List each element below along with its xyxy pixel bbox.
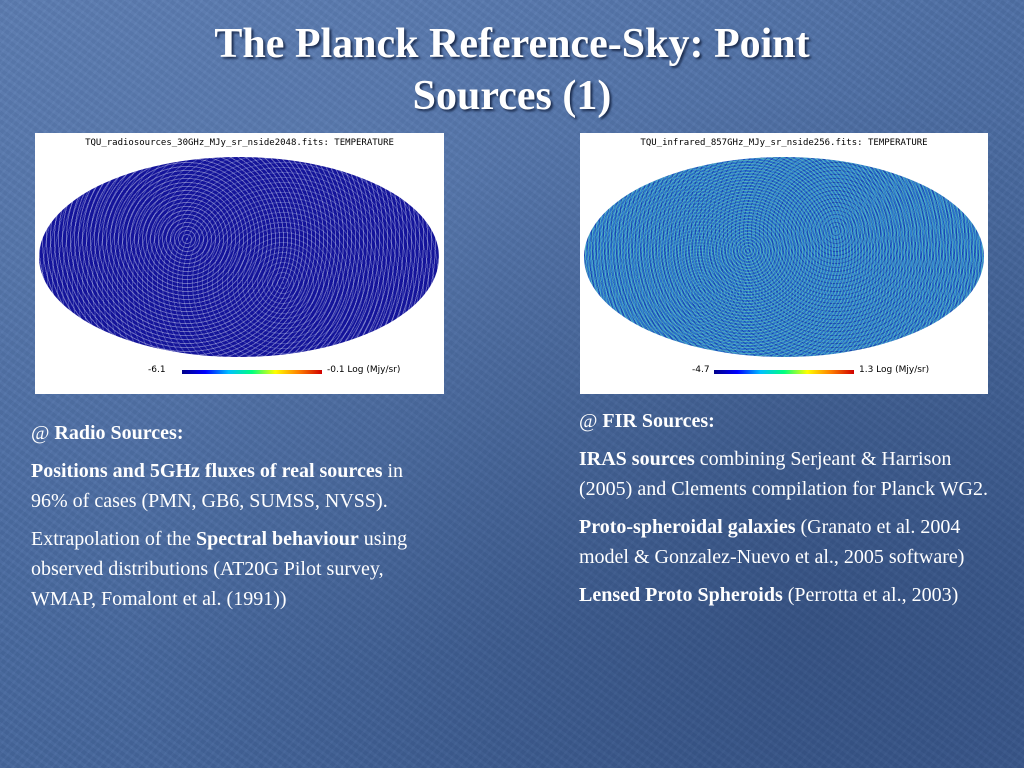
fir-p1-bold: IRAS sources [579, 448, 695, 470]
infrared-colorbar-max: 1.3 Log (Mjy/sr) [859, 365, 930, 375]
fir-p2-bold: Proto-spheroidal galaxies [579, 516, 796, 538]
fir-sources-text: @ FIR Sources: IRAS sources combining Se… [579, 406, 989, 618]
radio-sources-map-image: TQU_radiosources_30GHz_MJy_sr_nside2048.… [35, 133, 444, 394]
slide-title: The Planck Reference-Sky: Point Sources … [0, 18, 1024, 122]
fir-paragraph-1: IRAS sources combining Serjeant & Harris… [579, 444, 989, 504]
radio-colorbar [182, 370, 322, 374]
radio-colorbar-min: -6.1 [148, 365, 166, 375]
fir-paragraph-2: Proto-spheroidal galaxies (Granato et al… [579, 512, 989, 572]
radio-heading: @ Radio Sources: [31, 418, 443, 448]
radio-p2-bold: Spectral behaviour [195, 528, 359, 550]
radio-paragraph-2: Extrapolation of the Spectral behaviour … [31, 524, 443, 614]
radio-colorbar-max: -0.1 Log (Mjy/sr) [327, 365, 401, 375]
fir-p1-rest: combining Serjeant & Harrison (2005) and… [579, 448, 988, 500]
fir-p3-rest: (Perrotta et al., 2003) [782, 584, 959, 606]
radio-map-filename: TQU_radiosources_30GHz_MJy_sr_nside2048.… [85, 138, 394, 148]
infrared-colorbar [714, 370, 854, 374]
infrared-colorbar-min: -4.7 [692, 365, 710, 375]
radio-p1-bold: Positions and 5GHz fluxes of real source… [31, 460, 383, 482]
bullet-icon: @ [579, 410, 603, 432]
infrared-sky-map [584, 157, 984, 357]
fir-heading-text: FIR Sources: [602, 410, 715, 432]
bullet-icon: @ [31, 422, 55, 444]
radio-sources-text: @ Radio Sources: Positions and 5GHz flux… [31, 418, 443, 622]
radio-p1-rest: in 96% of cases (PMN, GB6, SUMSS, NVSS). [31, 460, 404, 512]
radio-p2-rest: using observed distributions (AT20G Pilo… [31, 528, 408, 610]
radio-heading-text: Radio Sources: [54, 422, 184, 444]
infrared-sources-map-image: TQU_infrared_857GHz_MJy_sr_nside256.fits… [580, 133, 988, 394]
fir-p3-bold: Lensed Proto Spheroids [579, 584, 783, 606]
fir-p2-rest: (Granato et al. 2004 model & Gonzalez-Nu… [579, 516, 965, 568]
radio-paragraph-1: Positions and 5GHz fluxes of real source… [31, 456, 443, 516]
radio-p2-pre: Extrapolation of the [31, 528, 196, 550]
fir-heading: @ FIR Sources: [579, 406, 989, 436]
slide-title-line-1: The Planck Reference-Sky: Point [214, 21, 810, 67]
slide-title-line-2: Sources (1) [412, 73, 612, 119]
radio-sky-map [39, 157, 439, 357]
fir-paragraph-3: Lensed Proto Spheroids (Perrotta et al.,… [579, 580, 989, 610]
infrared-map-filename: TQU_infrared_857GHz_MJy_sr_nside256.fits… [640, 138, 928, 148]
